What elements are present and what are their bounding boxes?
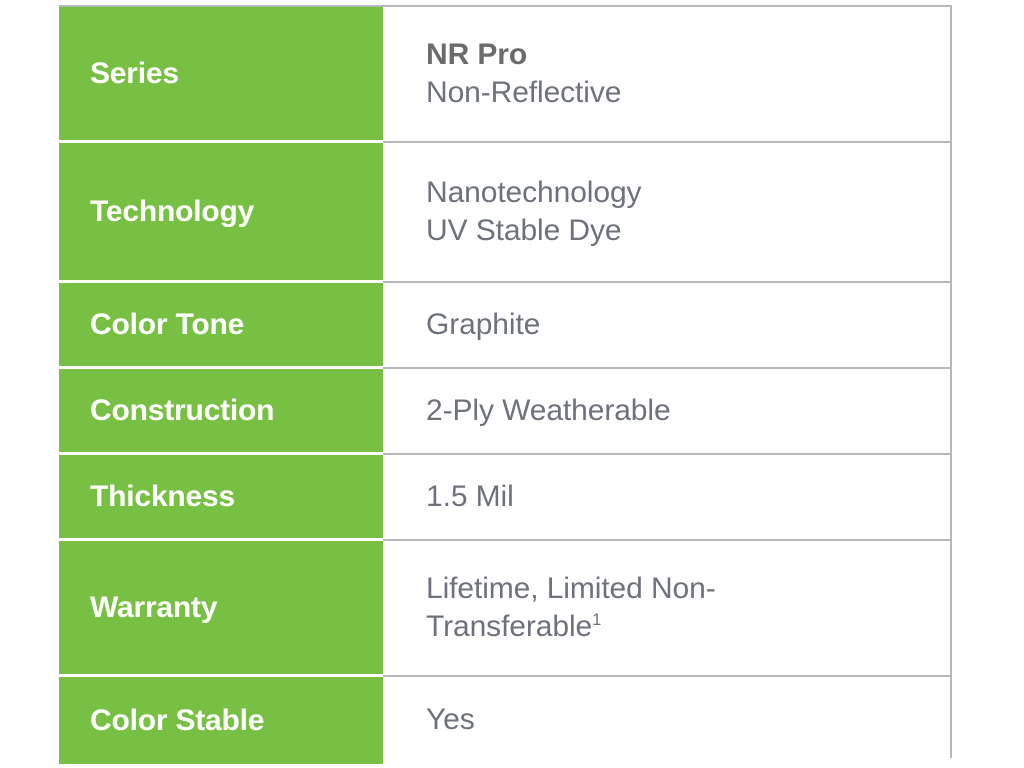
value-line: Lifetime, Limited Non- xyxy=(426,571,716,605)
value-line-with-footnote: Transferable1 xyxy=(426,608,930,646)
row-label-series: Series xyxy=(59,7,383,143)
row-label-thickness: Thickness xyxy=(59,455,383,541)
value-line-text: Transferable xyxy=(426,610,593,643)
table-row: Thickness 1.5 Mil xyxy=(59,455,950,541)
row-label-text: Technology xyxy=(90,194,255,228)
table-row: Construction 2-Ply Weatherable xyxy=(59,369,950,455)
row-label-warranty: Warranty xyxy=(59,541,383,677)
value-line: UV Stable Dye xyxy=(426,214,622,247)
row-value-thickness: 1.5 Mil xyxy=(383,455,950,541)
value-line: Non-Reflective xyxy=(426,76,622,109)
specification-table: Series NR Pro Non-Reflective Technology … xyxy=(59,5,952,764)
row-label-color-stable: Color Stable xyxy=(59,677,383,764)
value-line: Nanotechnology xyxy=(426,175,642,209)
row-label-text: Series xyxy=(90,56,179,90)
row-label-text: Construction xyxy=(90,393,275,427)
row-value-technology: Nanotechnology UV Stable Dye xyxy=(383,143,950,283)
table-row: Color Tone Graphite xyxy=(59,283,950,369)
row-label-color-tone: Color Tone xyxy=(59,283,383,369)
value-line: NR Pro xyxy=(426,37,528,71)
row-label-construction: Construction xyxy=(59,369,383,455)
row-label-text: Thickness xyxy=(90,479,235,513)
row-value-construction: 2-Ply Weatherable xyxy=(383,369,950,455)
row-label-text: Color Tone xyxy=(90,307,245,341)
row-value-series: NR Pro Non-Reflective xyxy=(383,7,950,143)
row-label-text: Color Stable xyxy=(90,703,265,737)
footnote-marker: 1 xyxy=(592,611,602,629)
table-row: Warranty Lifetime, Limited Non- Transfer… xyxy=(59,541,950,677)
table-row: Technology Nanotechnology UV Stable Dye xyxy=(59,143,950,283)
row-label-technology: Technology xyxy=(59,143,383,283)
row-label-text: Warranty xyxy=(90,590,218,624)
value-line: 1.5 Mil xyxy=(426,479,514,513)
table-row: Color Stable Yes xyxy=(59,677,950,764)
value-line: Graphite xyxy=(426,307,541,341)
row-value-color-stable: Yes xyxy=(383,677,950,764)
table-row: Series NR Pro Non-Reflective xyxy=(59,7,950,143)
value-line: Yes xyxy=(426,703,475,737)
row-value-warranty: Lifetime, Limited Non- Transferable1 xyxy=(383,541,950,677)
row-value-color-tone: Graphite xyxy=(383,283,950,369)
value-line: 2-Ply Weatherable xyxy=(426,393,671,427)
